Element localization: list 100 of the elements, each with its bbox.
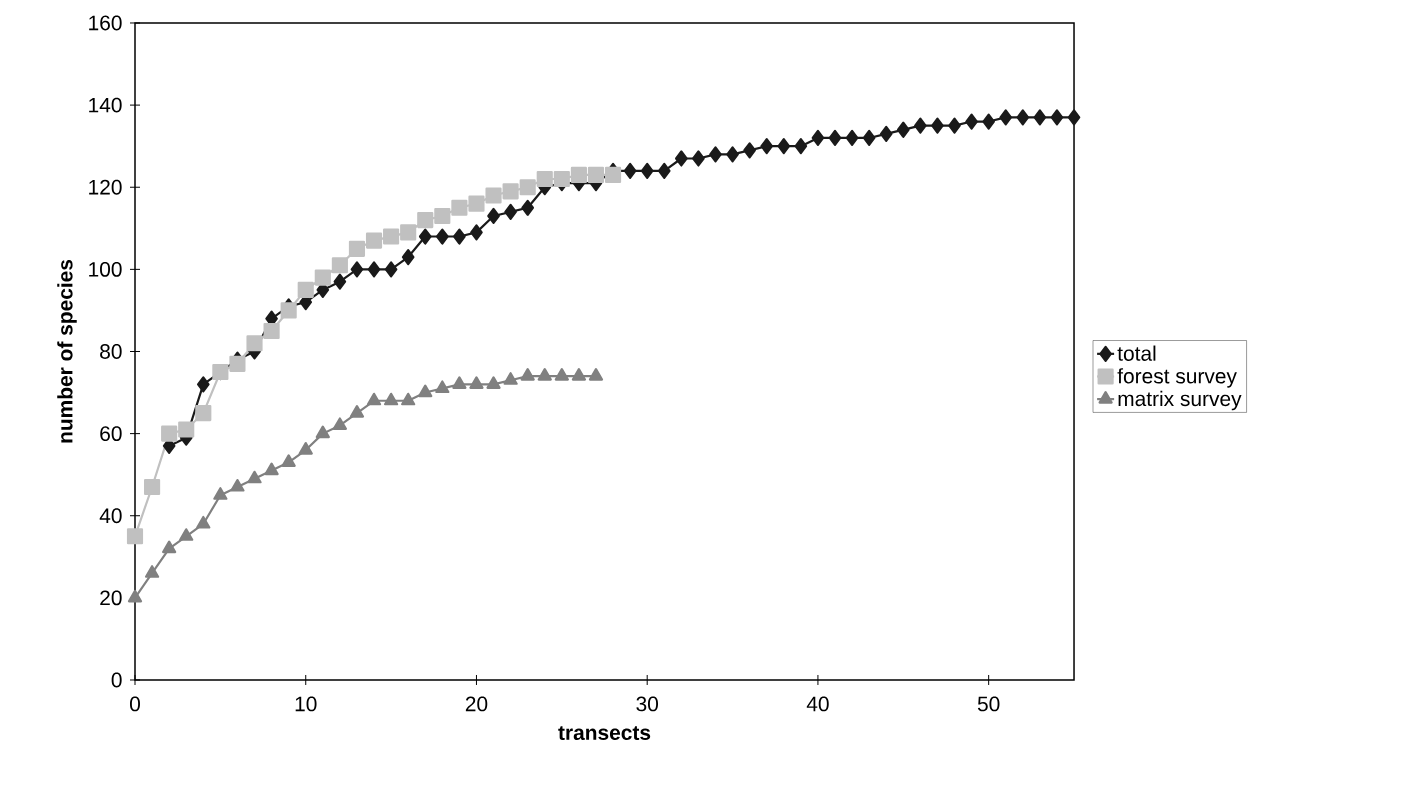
point — [196, 515, 211, 529]
point — [692, 150, 705, 167]
point — [127, 589, 143, 603]
point — [417, 212, 434, 229]
x-tick-label: 20 — [465, 696, 488, 712]
point — [213, 487, 228, 500]
point — [570, 166, 587, 183]
y-tick-label: 160 — [89, 15, 122, 31]
point — [470, 224, 483, 241]
x-axis-title: transects — [558, 726, 651, 741]
point — [587, 166, 605, 183]
point — [982, 113, 995, 130]
point — [229, 355, 246, 372]
point — [453, 228, 466, 245]
point — [777, 138, 791, 155]
y-tick-label: 80 — [100, 344, 122, 359]
point — [366, 392, 382, 406]
point — [588, 368, 604, 381]
point — [315, 425, 330, 439]
point — [862, 129, 876, 147]
point — [948, 117, 961, 134]
point — [298, 441, 313, 455]
point — [195, 405, 212, 422]
point — [179, 528, 194, 541]
x-tick-label: 0 — [130, 696, 140, 712]
point — [1067, 109, 1081, 126]
point — [623, 162, 637, 179]
point — [333, 273, 347, 290]
point — [537, 368, 552, 381]
point — [811, 129, 825, 147]
point — [675, 150, 688, 167]
y-tick-label: 60 — [100, 426, 122, 442]
point — [536, 170, 553, 188]
point — [314, 269, 331, 286]
point — [435, 380, 450, 394]
point — [553, 170, 570, 188]
point — [263, 322, 280, 340]
point — [709, 146, 722, 163]
point — [383, 228, 400, 245]
point — [246, 335, 263, 352]
point — [280, 302, 297, 319]
point — [520, 368, 535, 381]
point — [400, 224, 417, 241]
point — [1016, 109, 1030, 126]
point — [435, 228, 449, 245]
point — [931, 117, 944, 134]
point — [999, 109, 1013, 126]
point — [519, 179, 536, 196]
legend-label: matrix survey — [1118, 390, 1242, 411]
point — [264, 462, 279, 476]
point — [487, 207, 500, 225]
point — [144, 565, 160, 578]
point — [196, 376, 210, 393]
point — [504, 203, 517, 220]
point — [828, 129, 842, 147]
point — [657, 162, 671, 179]
point — [485, 187, 502, 204]
point — [348, 240, 366, 257]
point — [845, 129, 859, 147]
point — [571, 368, 587, 381]
point — [794, 138, 808, 155]
point — [1033, 109, 1047, 126]
y-tick-label: 0 — [111, 672, 122, 688]
point — [469, 376, 484, 389]
point — [247, 470, 262, 484]
point — [384, 261, 398, 278]
point — [162, 540, 177, 554]
point — [161, 425, 178, 442]
point — [640, 162, 654, 179]
y-tick-label: 120 — [89, 179, 122, 195]
point — [383, 392, 399, 406]
point — [503, 372, 518, 385]
y-axis-title: number of species — [57, 259, 77, 443]
point — [178, 421, 195, 438]
point — [401, 392, 416, 406]
point — [451, 199, 468, 216]
point — [230, 478, 245, 492]
point — [144, 478, 161, 496]
point — [332, 417, 348, 430]
x-tick-label: 40 — [806, 696, 829, 712]
x-tick-label: 10 — [295, 696, 317, 712]
x-tick-label: 50 — [977, 696, 1000, 712]
point — [401, 248, 415, 266]
point — [896, 121, 910, 138]
point — [468, 195, 485, 212]
y-tick-label: 140 — [89, 97, 122, 113]
point — [743, 142, 756, 159]
legend-label: forest survey — [1117, 368, 1237, 388]
point — [434, 207, 451, 225]
y-tick-label: 40 — [99, 508, 122, 524]
point — [418, 384, 433, 398]
point — [297, 281, 314, 298]
point — [521, 199, 535, 216]
point — [879, 125, 893, 142]
point — [486, 376, 501, 389]
point — [367, 261, 381, 278]
point — [331, 257, 348, 274]
point — [502, 183, 519, 200]
point — [965, 113, 978, 130]
point — [418, 228, 432, 245]
